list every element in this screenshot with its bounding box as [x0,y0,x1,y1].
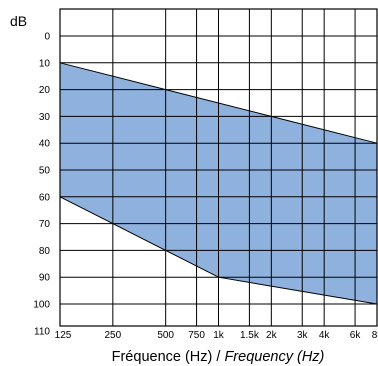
x-tick-label: 500 [157,330,174,341]
x-tick-label: 6k [350,330,362,341]
y-tick-label: 40 [39,139,51,150]
x-tick-label: 3k [297,330,309,341]
boundary-layer [59,62,378,305]
y-unit-label: dB [10,13,27,29]
y-tick-label: 20 [39,85,51,96]
y-tick-label: 30 [39,112,51,123]
x-axis-title: Fréquence (Hz) / Frequency (Hz) [112,349,325,365]
y-tick-label: 110 [34,326,50,337]
plot-frame [59,8,378,327]
x-tick-label: 1k [213,330,225,341]
x-tick-label: 250 [104,330,121,341]
x-tick-label: 125 [55,330,72,341]
y-tick-label: 50 [39,166,51,177]
y-tick-label: 70 [39,219,51,230]
x-axis-title-french: Fréquence (Hz) / [112,349,225,365]
x-tick-labels: 125 250 500 750 1k 1.5k 2k 3k 4k 6k 8k [55,330,378,341]
frame-layer [59,8,378,327]
y-tick-labels: 0 10 20 30 40 50 60 70 80 90 100 110 [33,32,50,338]
x-axis-title-english: Frequency (Hz) [224,349,324,365]
y-tick-label: 60 [39,192,51,203]
x-tick-label: 4k [319,330,331,341]
x-tick-label: 750 [188,330,205,341]
y-tick-label: 100 [33,300,50,311]
lower-boundary-line [59,196,378,305]
x-tick-label: 8k [372,330,378,341]
x-tick-label: 2k [266,330,278,341]
y-tick-label: 90 [39,273,51,284]
upper-boundary-line [59,62,378,144]
y-tick-label: 0 [44,32,50,43]
y-tick-label: 80 [39,246,51,257]
x-tick-label: 1.5k [240,330,260,341]
y-tick-label: 10 [39,58,51,69]
